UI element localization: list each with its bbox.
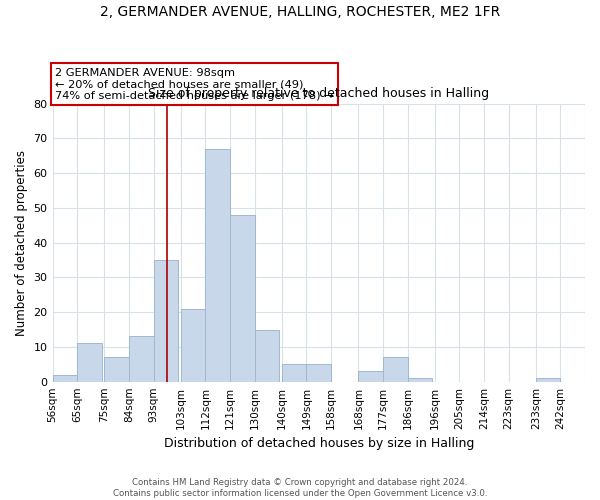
Bar — [307, 364, 331, 382]
Text: 2, GERMANDER AVENUE, HALLING, ROCHESTER, ME2 1FR: 2, GERMANDER AVENUE, HALLING, ROCHESTER,… — [100, 5, 500, 19]
Bar — [407, 378, 432, 382]
Bar — [254, 330, 279, 382]
Bar — [181, 308, 205, 382]
Bar — [104, 358, 129, 382]
Text: 2 GERMANDER AVENUE: 98sqm
← 20% of detached houses are smaller (49)
74% of semi-: 2 GERMANDER AVENUE: 98sqm ← 20% of detac… — [55, 68, 334, 101]
Bar — [230, 215, 254, 382]
Bar — [77, 344, 101, 382]
X-axis label: Distribution of detached houses by size in Halling: Distribution of detached houses by size … — [164, 437, 474, 450]
Text: Contains HM Land Registry data © Crown copyright and database right 2024.
Contai: Contains HM Land Registry data © Crown c… — [113, 478, 487, 498]
Title: Size of property relative to detached houses in Halling: Size of property relative to detached ho… — [148, 86, 490, 100]
Bar — [383, 358, 407, 382]
Bar — [154, 260, 178, 382]
Bar — [358, 372, 383, 382]
Y-axis label: Number of detached properties: Number of detached properties — [15, 150, 28, 336]
Bar — [536, 378, 560, 382]
Bar — [282, 364, 307, 382]
Bar — [129, 336, 154, 382]
Bar — [205, 148, 230, 382]
Bar — [53, 374, 77, 382]
